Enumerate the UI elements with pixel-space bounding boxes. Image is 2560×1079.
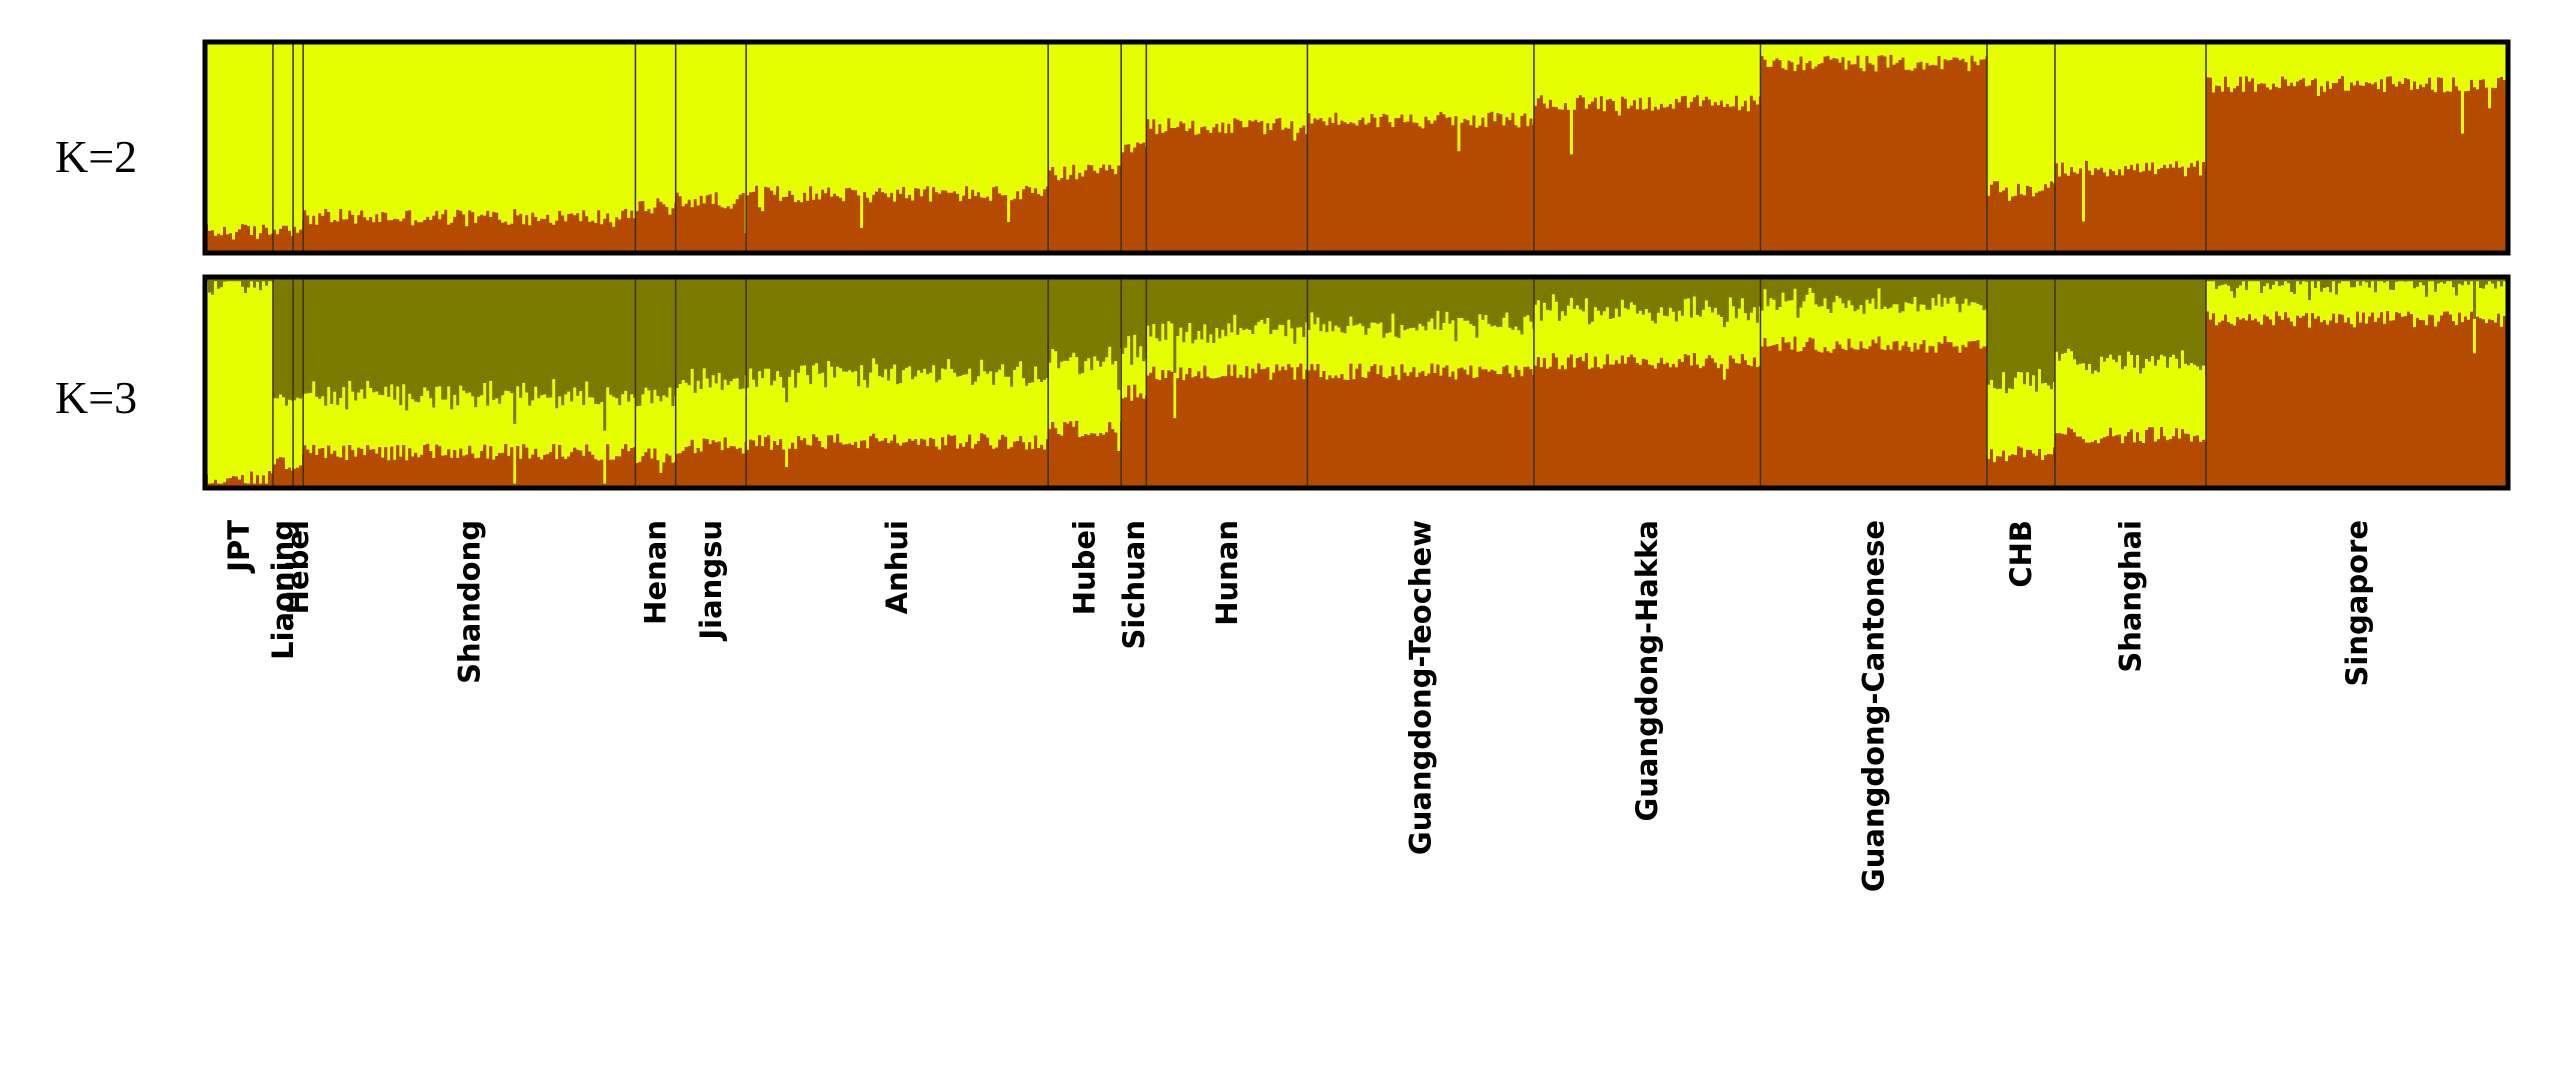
population-label: Guangdong-Teochew (1404, 520, 1438, 855)
population-label: Hubei (1068, 520, 1102, 615)
k-label-k2: K=2 (55, 131, 137, 182)
panel-k2 (202, 39, 2511, 256)
k-label-k3: K=3 (55, 372, 137, 423)
panel-frame (202, 274, 2511, 491)
population-label: Singapore (2340, 520, 2374, 686)
population-label: Jiangsu (694, 520, 728, 642)
population-label: JPT (222, 520, 256, 574)
population-label: Sichuan (1117, 520, 1151, 650)
population-label: Liaoning (266, 520, 300, 660)
yellow-ancestry-bars (205, 281, 2508, 484)
orange-ancestry-bars (205, 311, 2508, 488)
population-label: Guangdong-Hakka (1630, 520, 1664, 822)
population-label: Anhui (880, 520, 914, 614)
population-label: CHB (2004, 520, 2038, 588)
population-label: Henan (639, 520, 673, 625)
population-label: Hebei (281, 520, 315, 614)
panel-k3 (202, 274, 2511, 491)
population-label: Shandong (452, 520, 486, 684)
population-label: Shanghai (2114, 520, 2148, 673)
orange-ancestry-bars (205, 54, 2508, 254)
population-label: Hunan (1210, 520, 1244, 626)
admixture-panels (202, 39, 2511, 491)
panel-frame (202, 39, 2511, 256)
population-label: Guangdong-Cantonese (1857, 520, 1891, 892)
k-labels: K=2 K=3 (55, 131, 137, 423)
